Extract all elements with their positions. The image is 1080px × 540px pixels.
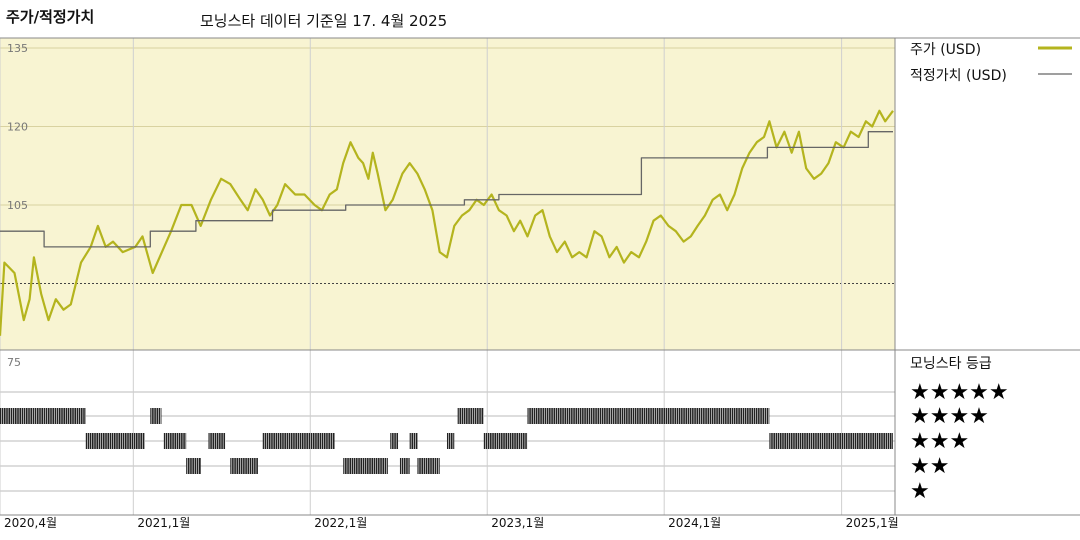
fair-value-series-line — [0, 131, 893, 248]
rating-bar-fill — [262, 433, 335, 449]
rating-bar-3-star — [769, 433, 893, 449]
y-tick-label: 75 — [7, 356, 21, 369]
rating-bar-fill — [343, 458, 388, 474]
rating-bar-2-star — [186, 458, 201, 474]
rating-bar-fill — [0, 408, 86, 424]
axis-label-layer: 2020,4월 2021,1월 2022,1월 2023,1월 2024,1월 2025,… — [4, 42, 899, 530]
rating-bar-fill — [230, 458, 258, 474]
four-star-label: ★★★★ — [910, 404, 989, 429]
chart-title: 주가/적정가치 — [6, 8, 94, 26]
rating-bar-fill — [457, 408, 484, 424]
rating-bar-fill — [399, 458, 410, 474]
three-star-label: ★★★ — [910, 429, 969, 454]
rating-layer — [0, 408, 893, 474]
rating-bar-fill — [769, 433, 893, 449]
rating-bar-3-star — [446, 433, 455, 449]
rating-bar-4-star — [527, 408, 770, 424]
rating-bar-4-star — [0, 408, 86, 424]
rating-bar-3-star — [409, 433, 418, 449]
rating-bar-fill — [85, 433, 145, 449]
line-layer — [0, 109, 894, 336]
price-series-line — [0, 109, 894, 336]
rating-bar-3-star — [163, 433, 187, 449]
legend-fair-value-label: 적정가치 (USD) — [910, 68, 1007, 84]
rating-bar-2-star — [230, 458, 258, 474]
rating-bar-3-star — [390, 433, 399, 449]
y-tick-label: 105 — [7, 199, 28, 212]
legend-price-label: 주가 (USD) — [910, 42, 981, 58]
price-panel-background — [0, 38, 895, 350]
rating-bar-2-star — [399, 458, 410, 474]
y-tick-label: 135 — [7, 42, 28, 55]
rating-bar-3-star — [85, 433, 145, 449]
rating-bar-4-star — [457, 408, 484, 424]
chart-subtitle: 모닝스타 데이터 기준일 17. 4월 2025 — [200, 12, 447, 30]
y-tick-label: 120 — [7, 121, 28, 134]
rating-bar-3-star — [208, 433, 226, 449]
rating-bar-4-star — [150, 408, 162, 424]
rating-bar-fill — [527, 408, 770, 424]
x-tick-label: 2025,1월 — [846, 516, 899, 530]
one-star-label: ★ — [910, 479, 930, 504]
x-tick-label: 2023,1월 — [491, 516, 544, 530]
x-tick-label: 2021,1월 — [137, 516, 190, 530]
rating-bar-2-star — [417, 458, 440, 474]
rating-bar-2-star — [343, 458, 388, 474]
rating-bar-fill — [483, 433, 528, 449]
five-star-label: ★★★★★ — [910, 380, 1009, 405]
x-tick-label: 2022,1월 — [314, 516, 367, 530]
x-tick-label: 2024,1월 — [668, 516, 721, 530]
rating-bar-fill — [150, 408, 162, 424]
two-star-label: ★★ — [910, 454, 949, 479]
rating-bar-3-star — [483, 433, 528, 449]
rating-legend-title: 모닝스타 등급 — [910, 356, 992, 372]
x-tick-label: 2020,4월 — [4, 516, 57, 530]
rating-bar-3-star — [262, 433, 335, 449]
